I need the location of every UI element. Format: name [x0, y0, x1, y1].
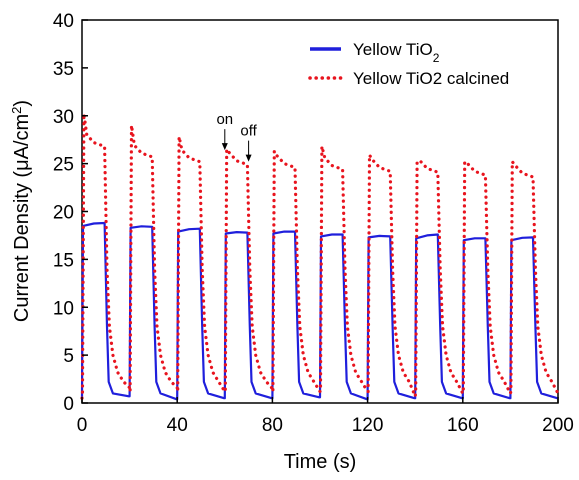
- legend-label-yellow-tio2-calcined: Yellow TiO2 calcined: [353, 69, 509, 88]
- y-axis-title-unit: A/cm: [11, 114, 33, 160]
- legend: Yellow TiO2 Yellow TiO2 calcined: [308, 40, 509, 88]
- annotation-arrowhead-off: [245, 154, 252, 162]
- x-tick-label: 40: [167, 415, 188, 436]
- annotation-on: on: [216, 111, 233, 128]
- x-axis-title: Time (s): [284, 451, 357, 473]
- y-tick-label: 15: [53, 250, 74, 271]
- y-axis-title-mu: μ: [11, 159, 33, 171]
- y-tick-label: 20: [53, 203, 74, 224]
- y-tick-label: 35: [53, 59, 74, 80]
- x-tick-label: 200: [542, 415, 574, 436]
- legend-label-yellow-tio2: Yellow TiO2: [353, 40, 440, 65]
- y-tick-label: 40: [53, 11, 74, 32]
- y-axis-title: Current Density (μA/cm2): [9, 100, 34, 322]
- series-line-yellow-tio2-calcined: [80, 112, 560, 400]
- y-axis-title-main: Current Density (: [11, 171, 33, 322]
- legend-label-yellow-tio2-main: Yellow TiO: [353, 40, 433, 59]
- annotation-off: off: [240, 123, 257, 140]
- y-tick-label: 0: [63, 394, 74, 415]
- x-ticks: 0 40 80 120 160 200: [77, 397, 574, 436]
- y-tick-label: 25: [53, 155, 74, 176]
- series-line-yellow-tio2: [80, 221, 559, 401]
- y-tick-label: 30: [53, 107, 74, 128]
- series-layer: [80, 112, 560, 401]
- annotation-arrowhead-on: [221, 143, 228, 151]
- y-tick-label: 10: [53, 298, 74, 319]
- y-tick-label: 5: [63, 346, 74, 367]
- x-tick-label: 160: [447, 415, 479, 436]
- y-axis-title-sup: 2: [9, 107, 24, 114]
- y-ticks: 0 5 10 15 20 25 30 35 40: [53, 11, 88, 415]
- x-tick-label: 0: [77, 415, 88, 436]
- y-axis-title-close: ): [11, 100, 33, 107]
- x-tick-label: 80: [262, 415, 283, 436]
- legend-label-yellow-tio2-sub: 2: [433, 51, 440, 65]
- x-tick-label: 120: [352, 415, 384, 436]
